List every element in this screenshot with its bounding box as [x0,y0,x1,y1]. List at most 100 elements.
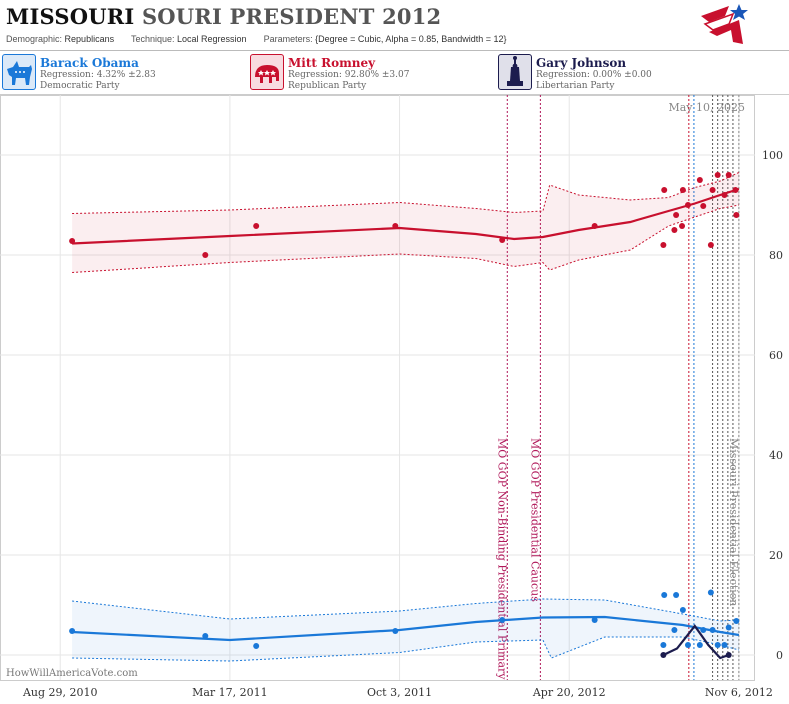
candidate-name: Barack Obama [40,56,139,70]
data-point [499,617,506,623]
x-tick-label: Oct 3, 2011 [367,686,432,699]
data-point [671,627,678,633]
candidate-name: Mitt Romney [288,56,376,70]
y-tick-label: 20 [769,549,783,562]
x-tick-label: Nov 6, 2012 [705,686,773,699]
data-point [591,617,598,623]
candidate-name: Gary Johnson [536,56,627,70]
y-tick-label: 100 [762,149,783,162]
parameters-line: Demographic: Republicans Technique: Loca… [6,34,507,44]
data-point [202,252,209,258]
data-point [392,223,399,229]
data-point [499,237,506,243]
candidate-romney: Mitt Romney Regression: 92.80% ±3.07 Rep… [250,54,490,92]
data-point [69,238,76,244]
candidate-regression: Regression: 0.00% ±0.00 [536,70,652,80]
data-point [202,633,209,639]
data-point [660,642,667,648]
data-point [700,627,707,633]
watermark: HowWillAmericaVote.com [6,668,138,679]
data-point [684,202,691,208]
data-point [714,172,721,178]
data-point [392,628,399,634]
band-lower-line [72,636,740,662]
data-point [733,212,740,218]
data-point [673,592,680,598]
data-point [707,589,714,596]
technique-label: Technique: [130,34,175,44]
data-point [660,242,667,248]
page-title: MISSOURI SOURI PRESIDENT 2012 [6,4,441,29]
data-point [69,628,76,634]
data-point [673,212,680,218]
data-point [661,187,668,193]
data-point [733,618,740,624]
data-point [709,627,716,633]
band-upper-line [72,598,739,622]
data-point [732,187,739,193]
data-point [709,187,716,193]
data-point [679,607,686,613]
header: MISSOURI SOURI PRESIDENT 2012 Demographi… [0,0,789,51]
title-state: MISSOURI [6,4,135,29]
poll-chart: 0 20 40 60 80 100 Aug 29, 2010 Mar 17, 2011 Oct … [0,95,783,699]
data-point [721,642,728,648]
event-label: MO GOP Non-Binding Presidential Primary [495,438,508,680]
data-point [671,227,678,233]
candidate-legend: Barack Obama Regression: 4.32% ±2.83 Dem… [0,52,789,95]
elephant-icon [250,54,284,90]
series-gary-johnson [660,624,732,660]
x-tick-label: Aug 29, 2010 [22,686,98,699]
data-point [725,652,732,658]
y-tick-label: 0 [776,649,783,662]
x-tick-label: Apr 20, 2012 [532,686,606,699]
candidate-johnson: Gary Johnson Regression: 0.00% ±0.00 Lib… [498,54,738,92]
data-point [696,642,703,648]
parameters-value: {Degree = Cubic, Alpha = 0.85, Bandwidth… [315,34,507,44]
y-tick-label: 80 [769,249,783,262]
series-mitt-romney [69,172,740,273]
data-point [253,223,260,229]
demographic-value: Republicans [64,34,115,44]
candidate-obama: Barack Obama Regression: 4.32% ±2.83 Dem… [2,54,242,92]
x-tick-label: Mar 17, 2011 [192,686,268,699]
parameters-label: Parameters: [263,34,313,44]
data-point [253,643,260,649]
site-logo-icon [701,4,748,44]
data-point [725,172,732,178]
statue-of-liberty-icon [498,54,532,90]
plot-area [0,95,755,681]
donkey-icon [2,54,36,90]
series-barack-obama [69,589,740,662]
technique-value: Local Regression [177,34,247,44]
y-tick-label: 60 [769,349,783,362]
data-point [707,242,714,248]
data-point [721,192,728,198]
data-point [684,642,691,648]
trend-line [72,187,740,245]
y-tick-label: 40 [769,449,783,462]
data-point [679,187,686,193]
data-point [696,177,703,183]
candidate-regression: Regression: 4.32% ±2.83 [40,70,156,80]
event-label: Missouri Presidential Election [727,438,740,606]
data-point [700,203,707,209]
data-point [660,652,667,658]
title-rest: SOURI PRESIDENT 2012 [141,4,442,29]
candidate-party: Libertarian Party [536,81,615,91]
candidate-party: Democratic Party [40,81,120,91]
trend-line [662,624,730,660]
event-label: MO GOP Presidential Caucus [528,438,541,602]
candidate-party: Republican Party [288,81,367,91]
date-stamp: May 10, 2025 [668,101,745,114]
data-point [714,642,721,648]
band-lower-line [72,204,739,273]
data-point [725,624,732,631]
candidate-regression: Regression: 92.80% ±3.07 [288,70,410,80]
confidence-band [72,172,739,273]
data-point [661,592,668,598]
data-point [591,223,598,229]
trend-line [72,615,740,642]
data-point [679,223,686,229]
demographic-label: Demographic: [6,34,63,44]
